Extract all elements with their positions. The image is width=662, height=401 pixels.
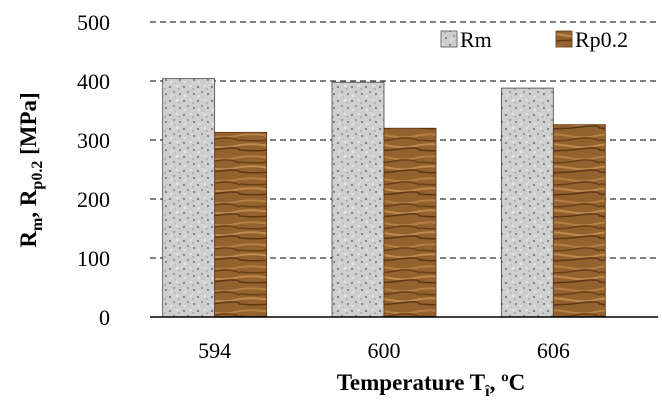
legend-label-rm: Rm	[460, 27, 492, 52]
bar-rm-606	[500, 87, 554, 318]
y-tick-label: 500	[77, 10, 110, 35]
legend-swatch-rm	[440, 30, 458, 48]
bar-rm-594	[162, 78, 216, 318]
x-axis-title: Temperature Tî, ºC	[337, 370, 526, 400]
y-tick-label: 300	[77, 128, 110, 153]
y-tick-label: 200	[77, 187, 110, 212]
legend-label-rp02: Rp0.2	[575, 27, 628, 52]
y-tick-label: 400	[77, 69, 110, 94]
y-tick-label: 100	[77, 246, 110, 271]
bar-rm-600	[331, 81, 385, 318]
bar-rp02-594	[214, 131, 268, 318]
x-tick-label: 600	[368, 338, 401, 363]
y-tick-label: 0	[99, 305, 110, 330]
bars	[162, 78, 606, 318]
x-tick-label: 606	[537, 338, 570, 363]
y-tick-labels: 0 100 200 300 400 500	[77, 10, 110, 330]
legend: Rm Rp0.2	[440, 27, 628, 52]
x-tick-label: 594	[198, 338, 231, 363]
bar-rp02-600	[383, 127, 437, 318]
x-tick-labels: 594 600 606	[198, 338, 570, 363]
legend-swatch-rp02	[555, 30, 573, 48]
bar-rp02-606	[552, 124, 606, 318]
y-axis-title: Rm, Rp0.2 [MPa]	[16, 92, 46, 247]
